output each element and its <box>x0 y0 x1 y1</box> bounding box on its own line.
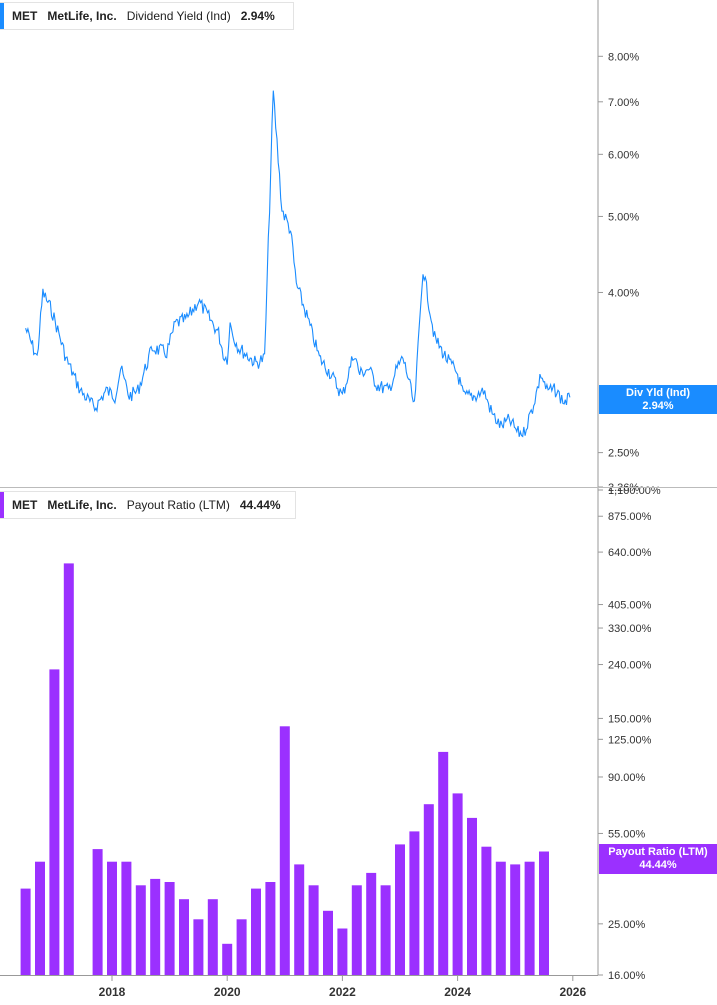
payout-ratio-legend: MET MetLife, Inc. Payout Ratio (LTM) 44.… <box>0 491 296 519</box>
y-tick-label: 5.00% <box>608 211 639 223</box>
payout-bar <box>409 831 420 975</box>
series-color-swatch <box>0 492 4 518</box>
payout-bar <box>35 861 45 975</box>
legend-company: MetLife, Inc. <box>47 498 117 512</box>
y-tick-label: 125.00% <box>608 734 652 746</box>
badge-title: Div Yld (Ind) <box>626 387 690 399</box>
y-tick-label: 330.00% <box>608 623 652 635</box>
payout-bar <box>323 910 333 975</box>
legend-ticker: MET <box>12 9 38 23</box>
payout-bar <box>423 804 434 975</box>
payout-bar <box>236 919 247 975</box>
payout-bar <box>380 885 391 975</box>
legend-value: 44.44% <box>239 498 281 512</box>
y-tick-label: 16.00% <box>608 970 646 982</box>
y-tick-label: 55.00% <box>608 828 646 840</box>
x-tick-label: 2020 <box>214 985 241 999</box>
payout-ratio-panel: 16.00% 25.00% 55.00% 90.00% 125.00% 150.00% 24… <box>20 485 661 982</box>
payout-bar <box>308 885 319 975</box>
y-tick-label: 90.00% <box>608 772 646 784</box>
payout-bar <box>179 899 189 975</box>
payout-bar <box>222 943 233 975</box>
payout-bar <box>395 844 405 975</box>
dividend-yield-line <box>25 90 571 438</box>
payout-bar <box>63 563 74 975</box>
payout-bar <box>510 864 521 975</box>
payout-bar <box>279 726 290 975</box>
x-tick-label: 2024 <box>444 985 471 999</box>
badge-value: 44.44% <box>639 859 677 871</box>
legend-metric: Payout Ratio (LTM) <box>126 498 230 512</box>
current-yield-badge: Div Yld (Ind) 2.94% <box>599 385 717 414</box>
y-tick-label: 150.00% <box>608 713 652 725</box>
dividend-yield-legend: MET MetLife, Inc. Dividend Yield (Ind) 2… <box>0 2 294 30</box>
payout-bar <box>207 899 218 975</box>
x-tick-label: 2018 <box>99 985 126 999</box>
payout-bar <box>452 793 463 975</box>
payout-bar <box>539 851 549 975</box>
payout-bar <box>524 861 535 975</box>
legend-ticker: MET <box>12 498 38 512</box>
payout-bar <box>265 882 276 975</box>
payout-bar <box>294 864 305 975</box>
y-tick-label: 7.00% <box>608 97 639 109</box>
y-tick-label: 405.00% <box>608 600 652 612</box>
payout-bar <box>193 919 204 975</box>
legend-company: MetLife, Inc. <box>47 9 117 23</box>
y-tick-label: 875.00% <box>608 511 652 523</box>
y-tick-label: 1,100.00% <box>608 485 661 497</box>
badge-title: Payout Ratio (LTM) <box>608 846 708 858</box>
badge-value: 2.94% <box>642 400 674 412</box>
y-tick-label: 8.00% <box>608 51 639 63</box>
payout-bar <box>121 861 132 975</box>
x-tick-label: 2022 <box>329 985 356 999</box>
payout-bar <box>49 669 60 975</box>
y-tick-label: 2.50% <box>608 448 639 460</box>
payout-bar <box>351 885 362 975</box>
payout-bar <box>164 882 175 975</box>
x-tick-label: 2026 <box>559 985 586 999</box>
payout-bar <box>481 846 492 975</box>
payout-bar <box>92 849 103 975</box>
payout-bar <box>251 888 261 975</box>
payout-bar <box>150 878 161 975</box>
legend-metric: Dividend Yield (Ind) <box>126 9 231 23</box>
dividend-yield-panel: 2.26%2.50%4.00%5.00%6.00%7.00%8.00% <box>25 51 639 494</box>
x-axis: 2018 2020 2022 2024 2026 <box>99 975 586 999</box>
payout-bar <box>107 861 117 975</box>
payout-bar <box>337 928 348 975</box>
payout-bar <box>467 817 477 975</box>
y-tick-label: 240.00% <box>608 660 652 672</box>
series-color-swatch <box>0 3 4 29</box>
payout-bar <box>366 872 377 975</box>
y-tick-label: 640.00% <box>608 547 652 559</box>
payout-bar <box>495 861 506 975</box>
legend-value: 2.94% <box>240 9 275 23</box>
y-tick-label: 4.00% <box>608 287 639 299</box>
payout-bar <box>438 751 449 975</box>
current-payout-badge: Payout Ratio (LTM) 44.44% <box>599 844 717 874</box>
payout-bar <box>20 888 31 975</box>
payout-bar <box>135 885 146 975</box>
y-tick-label: 6.00% <box>608 149 639 161</box>
y-tick-label: 25.00% <box>608 919 646 931</box>
